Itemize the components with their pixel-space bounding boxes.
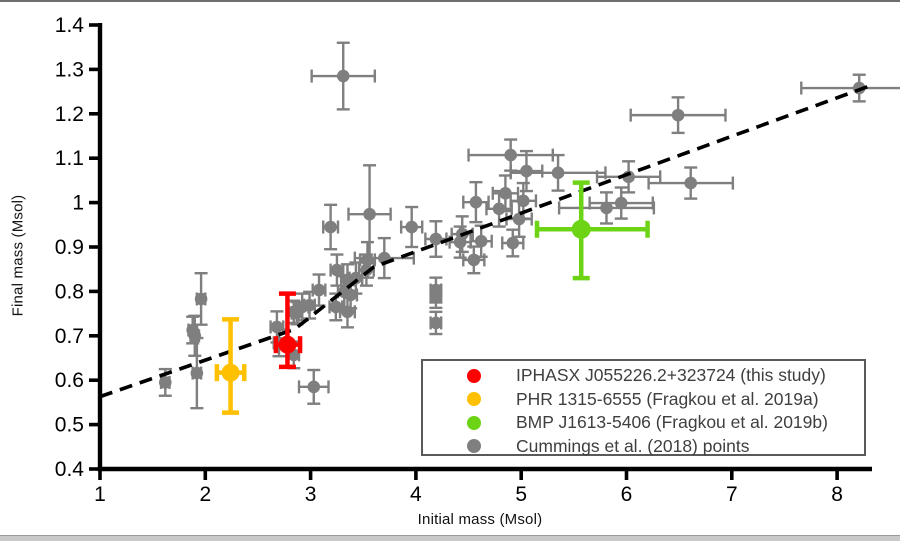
gray-point-marker <box>499 186 512 200</box>
gray-point-marker <box>520 164 533 178</box>
legend-label: PHR 1315-6555 (Fragkou et al. 2019a) <box>516 388 819 409</box>
gray-point-marker <box>469 195 483 209</box>
gray-point-marker <box>405 220 418 234</box>
gray-point-marker <box>349 271 363 285</box>
highlight-point-0-marker <box>278 335 297 354</box>
gray-point-marker <box>506 236 520 250</box>
y-tick-label: 0.8 <box>55 280 84 303</box>
legend-label: IPHASX J055226.2+323724 (this study) <box>516 365 826 386</box>
legend-marker-icon <box>467 415 481 430</box>
gray-point-marker <box>600 201 613 215</box>
gray-point-marker <box>188 329 202 343</box>
gray-point-marker <box>474 234 488 248</box>
x-tick-label: 1 <box>94 483 106 506</box>
legend-item-1: PHR 1315-6555 (Fragkou et al. 2019a) <box>423 388 864 412</box>
x-tick-label: 8 <box>831 483 843 506</box>
gray-point-marker <box>270 320 284 334</box>
gray-point-marker <box>307 380 321 394</box>
gray-point-marker <box>671 108 685 122</box>
y-tick-label: 1.1 <box>55 147 84 170</box>
gray-point-marker <box>312 283 326 297</box>
chart-legend: IPHASX J055226.2+323724 (this study) PHR … <box>421 359 866 456</box>
y-tick-label: 1 <box>72 192 84 215</box>
y-tick-label: 0.9 <box>55 236 84 259</box>
gray-point-marker <box>336 69 350 83</box>
legend-marker-icon <box>467 368 481 383</box>
gray-point-marker <box>330 263 344 277</box>
highlight-point-2-marker <box>571 219 591 239</box>
y-tick-label: 1.4 <box>55 14 85 37</box>
y-tick-label: 0.4 <box>55 458 85 481</box>
gray-point-marker <box>190 366 204 380</box>
gray-point-marker <box>429 232 443 246</box>
gray-point-marker <box>429 316 443 330</box>
gray-point-marker <box>158 376 172 389</box>
gray-point-marker <box>361 253 374 267</box>
fit-line-dashed <box>99 84 870 399</box>
gray-point-marker <box>684 176 698 190</box>
x-tick-label: 7 <box>726 483 738 506</box>
x-tick-label: 3 <box>305 483 317 506</box>
y-tick-label: 1.3 <box>55 58 84 81</box>
legend-marker-icon <box>467 392 481 407</box>
window-bottom-border <box>0 535 900 541</box>
gray-point-marker <box>551 166 565 180</box>
legend-item-2: BMP J1613-5406 (Fragkou et al. 2019b) <box>423 411 864 435</box>
x-axis-title: Initial mass (Msol) <box>417 511 543 528</box>
gray-point-marker <box>363 207 376 221</box>
gray-point-marker <box>512 212 526 226</box>
y-tick-label: 0.6 <box>55 369 84 392</box>
gray-point-marker <box>429 290 443 304</box>
gray-point-marker <box>303 298 316 312</box>
gray-point-marker <box>329 300 343 314</box>
x-tick-label: 4 <box>410 483 422 506</box>
legend-marker-icon <box>467 439 481 454</box>
highlight-point-1-marker <box>221 363 240 382</box>
gray-point-marker <box>492 202 506 216</box>
y-tick-label: 0.5 <box>55 414 84 437</box>
window-top-border <box>0 0 900 2</box>
y-axis-title: Final mass (Msol) <box>9 194 27 317</box>
gray-point-marker <box>517 194 530 208</box>
gray-point-marker <box>341 305 354 319</box>
legend-item-0: IPHASX J055226.2+323724 (this study) <box>423 364 864 388</box>
x-tick-label: 2 <box>199 483 211 506</box>
x-tick-label: 5 <box>515 483 527 506</box>
gray-point-marker <box>504 148 517 162</box>
gray-point-marker <box>324 220 337 234</box>
gray-point-marker <box>467 253 481 267</box>
gray-point-marker <box>194 292 208 306</box>
legend-label: BMP J1613-5406 (Fragkou et al. 2019b) <box>516 412 828 433</box>
gray-point-marker <box>344 288 357 302</box>
legend-label: Cummings et al. (2018) points <box>516 435 750 456</box>
y-tick-label: 1.2 <box>55 103 84 126</box>
gray-point-marker <box>614 196 628 210</box>
y-tick-label: 0.7 <box>55 325 84 348</box>
legend-item-3: Cummings et al. (2018) points <box>423 435 864 459</box>
x-tick-label: 6 <box>621 483 633 506</box>
